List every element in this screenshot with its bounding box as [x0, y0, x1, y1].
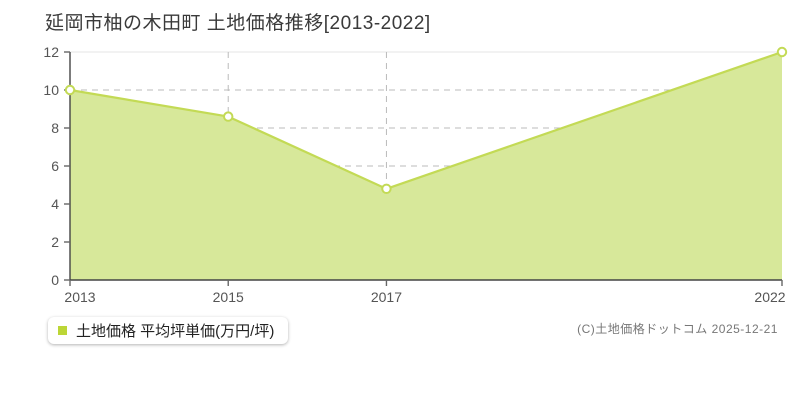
area-series-group	[69, 50, 783, 280]
y-axis-tick-labels: 0 2 4 6 8 10 12	[43, 44, 59, 288]
x-tick-label: 2017	[371, 289, 402, 305]
copyright-notice: (C)土地価格ドットコム 2025-12-21	[577, 322, 778, 336]
chart-title: 延岡市柚の木田町 土地価格推移[2013-2022]	[45, 13, 431, 34]
y-tick-label: 4	[51, 196, 59, 212]
data-point-markers-group	[64, 46, 788, 195]
legend-label: 土地価格 平均坪単価(万円/坪)	[76, 323, 275, 340]
tick-marks-group	[64, 51, 783, 286]
y-tick-label: 6	[51, 158, 59, 174]
data-point-marker[interactable]	[64, 84, 76, 96]
x-axis-tick-labels: 2013 2015 2017 2022	[64, 289, 785, 305]
data-point-marker[interactable]	[223, 111, 234, 122]
chart-legend: 土地価格 平均坪単価(万円/坪)	[48, 317, 289, 344]
y-tick-label: 10	[43, 82, 59, 98]
y-tick-label: 12	[43, 44, 59, 60]
y-tick-label: 2	[51, 234, 59, 250]
y-tick-label: 8	[51, 120, 59, 136]
data-point-marker[interactable]	[381, 183, 392, 195]
x-tick-label: 2015	[213, 289, 244, 305]
x-tick-label: 2013	[64, 289, 95, 305]
y-tick-label: 0	[51, 272, 59, 288]
data-point-marker[interactable]	[776, 46, 788, 58]
x-tick-label: 2022	[754, 289, 785, 305]
legend-color-swatch	[58, 326, 67, 335]
